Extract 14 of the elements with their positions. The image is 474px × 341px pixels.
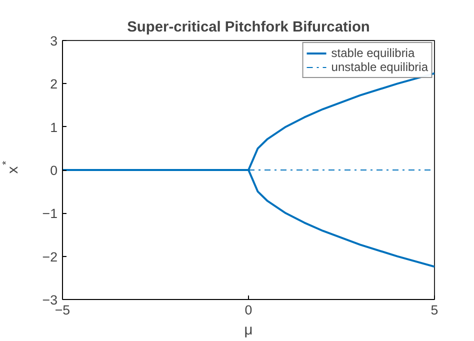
y-tick-label: 0	[50, 163, 58, 178]
y-tick-label: −3	[42, 292, 58, 308]
legend-label: unstable equilibria	[331, 60, 428, 74]
x-tick-label: 0	[244, 302, 252, 318]
legend-label: stable equilibria	[331, 46, 415, 60]
y-tick-label: 2	[50, 76, 58, 92]
x-axis-title: μ	[244, 322, 253, 338]
chart-title: Super-critical Pitchfork Bifurcation	[127, 20, 370, 36]
y-tick-label: −2	[42, 249, 58, 264]
y-tick-label: 3	[50, 34, 58, 48]
y-tick-label: −1	[42, 206, 58, 222]
x-tick-label: 5	[430, 302, 438, 318]
y-axis-title: x*	[0, 160, 22, 174]
y-tick-label: 1	[50, 120, 58, 135]
